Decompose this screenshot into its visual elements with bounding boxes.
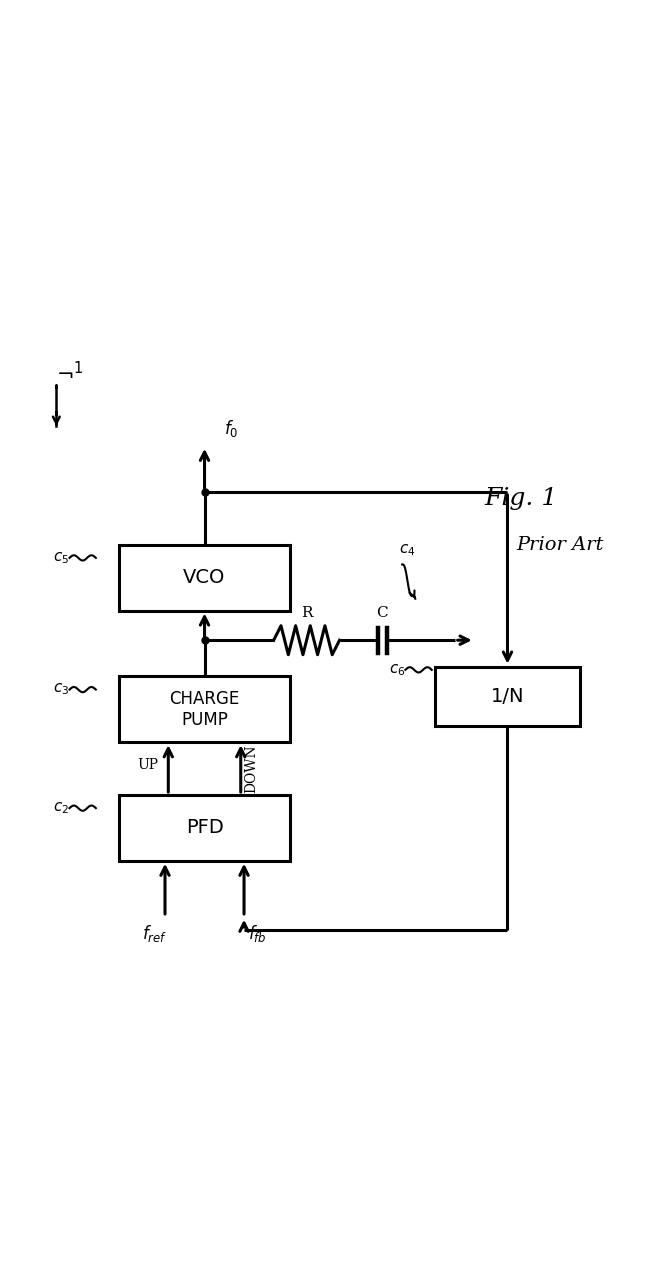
Text: $f_0$: $f_0$ [224, 418, 238, 439]
FancyBboxPatch shape [119, 544, 290, 610]
Text: C: C [376, 606, 388, 620]
Text: VCO: VCO [183, 568, 226, 587]
Text: $\neg^1$: $\neg^1$ [56, 364, 83, 384]
Text: Fig. 1: Fig. 1 [484, 486, 557, 510]
Text: $f_{ref}$: $f_{ref}$ [142, 923, 168, 945]
Text: UP: UP [137, 758, 159, 772]
Text: $c_4$: $c_4$ [398, 542, 415, 557]
Text: $c_3$: $c_3$ [53, 682, 69, 698]
Text: R: R [300, 606, 312, 620]
FancyBboxPatch shape [119, 677, 290, 743]
Text: $c_2$: $c_2$ [53, 801, 69, 816]
Text: $c_5$: $c_5$ [53, 550, 69, 566]
Text: 1/N: 1/N [491, 687, 524, 705]
FancyBboxPatch shape [435, 667, 579, 726]
Text: CHARGE
PUMP: CHARGE PUMP [169, 690, 239, 728]
Text: DOWN: DOWN [244, 744, 258, 793]
Text: Prior Art: Prior Art [516, 535, 603, 553]
Text: PFD: PFD [185, 819, 223, 838]
FancyBboxPatch shape [119, 795, 290, 861]
Text: $c_6$: $c_6$ [388, 662, 405, 678]
Text: $f_{fb}$: $f_{fb}$ [248, 923, 266, 945]
